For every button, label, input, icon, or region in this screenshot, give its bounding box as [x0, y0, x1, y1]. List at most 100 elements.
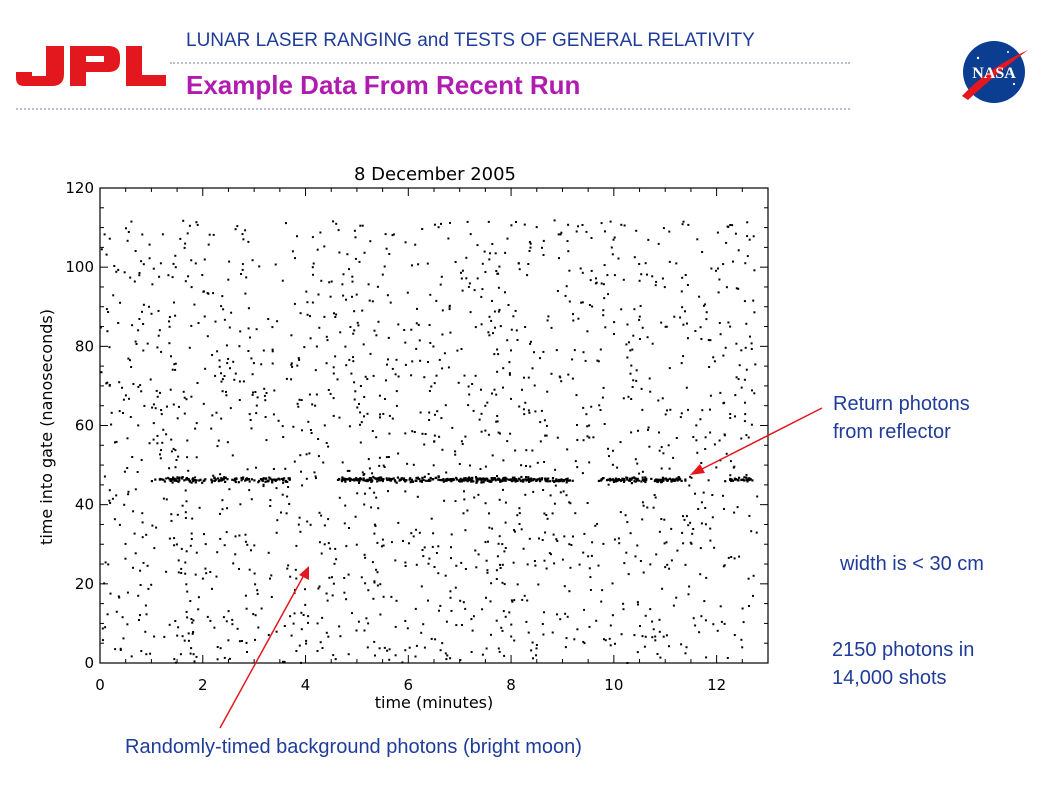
background-photon-point [263, 394, 266, 397]
background-photon-point [281, 660, 284, 663]
background-photon-point [529, 242, 532, 245]
return-photon-point [641, 478, 644, 481]
background-photon-point [180, 547, 183, 550]
return-photon-point [565, 481, 568, 484]
background-photon-point [334, 547, 337, 550]
return-photon-point [559, 479, 562, 482]
return-photon-point [494, 478, 497, 481]
background-photon-point [583, 532, 586, 535]
background-photon-point [349, 326, 352, 328]
background-photon-point [498, 265, 501, 268]
background-photon-point [657, 242, 660, 245]
background-photon-point [355, 543, 358, 546]
background-photon-point [608, 637, 611, 640]
background-photon-point [384, 398, 386, 400]
background-photon-point [381, 273, 384, 276]
return-photon-point [282, 479, 285, 482]
background-photon-point [510, 599, 513, 602]
background-photon-point [514, 530, 516, 533]
background-photon-point [104, 561, 107, 564]
background-photon-point [141, 521, 144, 524]
return-photon-point [561, 480, 564, 483]
y-tick-label: 120 [65, 179, 94, 197]
return-photon-point [210, 478, 213, 481]
background-photon-point [123, 271, 126, 274]
return-photon-point [398, 478, 401, 481]
background-photon-point [123, 470, 126, 473]
background-photon-point [290, 634, 293, 637]
background-photon-point [498, 535, 501, 538]
background-photon-point [670, 559, 673, 562]
background-photon-point [541, 246, 543, 249]
background-photon-point [510, 635, 513, 638]
background-photon-point [583, 642, 586, 645]
return-photon-point [416, 477, 420, 480]
return-photon-point [344, 480, 347, 483]
background-photon-point [552, 533, 555, 536]
background-photon-point [718, 322, 721, 324]
background-photon-point [535, 647, 538, 650]
background-photon-point [527, 263, 530, 265]
background-photon-point [163, 635, 166, 638]
background-photon-point [560, 380, 563, 383]
background-photon-point [301, 429, 303, 432]
background-photon-point [194, 262, 197, 265]
return-photon-point [530, 477, 533, 480]
background-photon-point [178, 405, 180, 408]
background-photon-point [441, 367, 444, 370]
return-photon-point [244, 479, 247, 482]
background-photon-point [139, 614, 141, 617]
background-photon-point [145, 533, 148, 536]
background-photon-point [544, 531, 547, 534]
background-photon-point [716, 231, 719, 234]
return-photon-point [491, 478, 494, 481]
background-photon-point [586, 435, 589, 438]
background-photon-point [496, 475, 498, 477]
background-photon-point [568, 300, 571, 303]
background-photon-point [416, 307, 418, 310]
background-photon-point [139, 569, 142, 572]
background-photon-point [687, 223, 690, 226]
return-photon-point [751, 479, 754, 482]
background-photon-point [629, 532, 632, 535]
background-photon-point [293, 460, 296, 463]
background-photon-point [676, 549, 679, 552]
background-photon-point [287, 564, 290, 567]
background-photon-point [509, 432, 512, 435]
background-photon-point [298, 516, 301, 519]
background-photon-point [254, 391, 257, 393]
background-photon-point [176, 476, 179, 479]
background-photon-point [725, 452, 728, 455]
return-photon-point [600, 478, 603, 481]
background-photon-point [555, 349, 558, 352]
background-photon-point [356, 492, 359, 495]
background-photon-point [353, 381, 356, 384]
background-photon-point [363, 251, 366, 254]
background-photon-point [460, 348, 463, 350]
return-photon-point [677, 476, 680, 479]
return-photon-point [644, 476, 647, 479]
background-photon-point [546, 390, 549, 393]
return-photon-point [438, 478, 441, 482]
background-photon-point [326, 599, 329, 602]
background-photon-point [376, 541, 379, 544]
background-photon-point [680, 643, 683, 646]
background-photon-point [467, 404, 470, 407]
background-photon-point [317, 293, 320, 296]
background-photon-point [500, 626, 503, 629]
background-photon-point [481, 288, 484, 291]
background-photon-point [705, 576, 708, 579]
background-photon-point [346, 469, 349, 472]
return-photon-point [273, 478, 276, 481]
background-photon-point [608, 455, 610, 458]
return-photon-point [221, 478, 224, 482]
background-photon-point [170, 450, 173, 453]
background-photon-point [602, 386, 605, 389]
background-photon-point [543, 512, 546, 515]
background-photon-point [687, 524, 690, 527]
background-photon-point [516, 514, 519, 517]
background-photon-point [430, 637, 433, 640]
background-photon-point [284, 467, 287, 470]
background-photon-point [543, 461, 546, 463]
background-photon-point [609, 644, 612, 647]
